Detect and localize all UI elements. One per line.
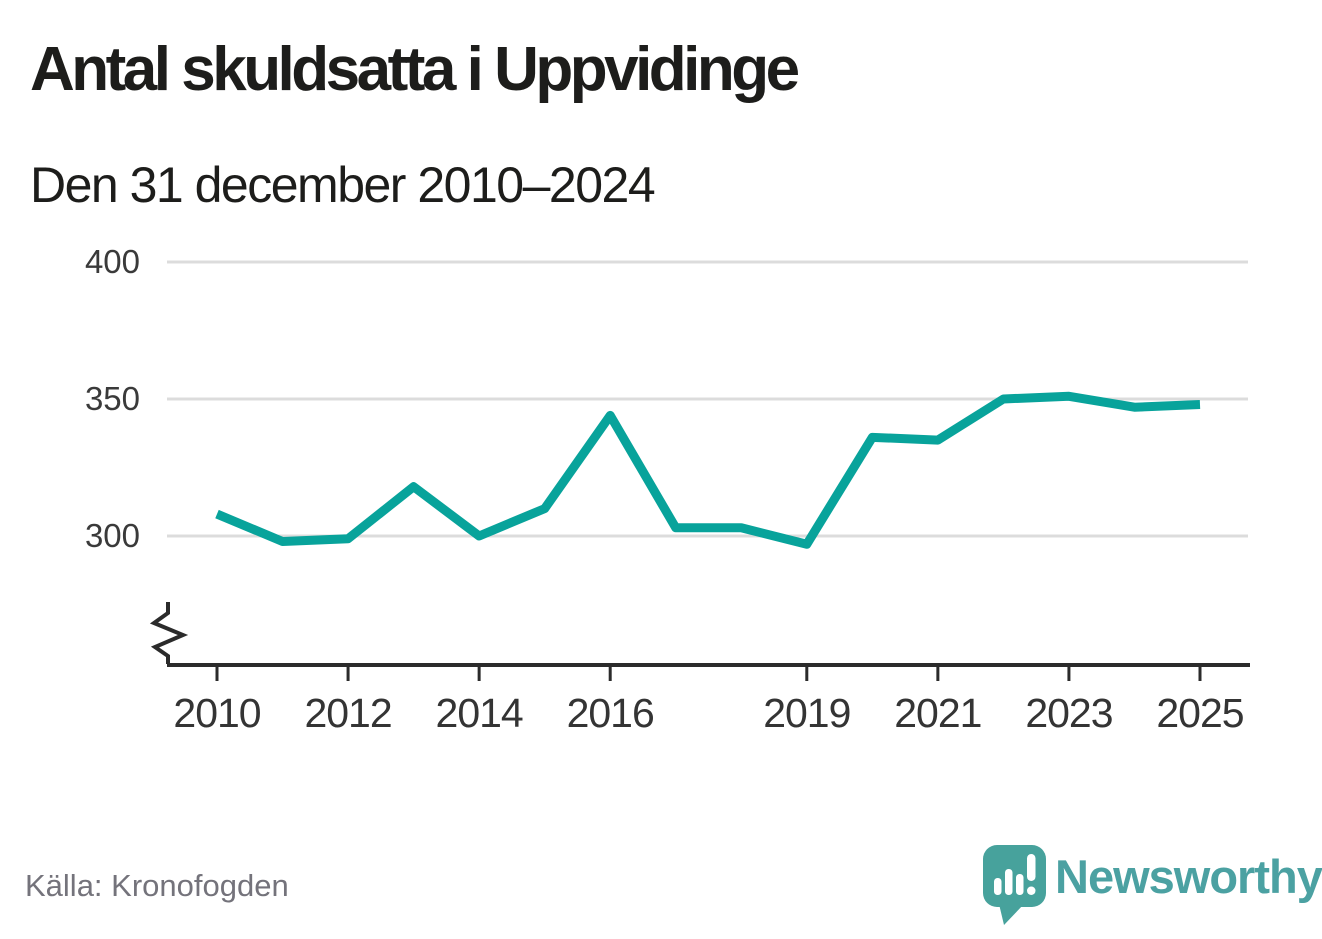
x-axis-label: 2014: [436, 690, 523, 736]
newsworthy-logo-icon: [983, 845, 1046, 925]
page-title: Antal skuldsatta i Uppvidinge: [30, 35, 800, 104]
y-axis-label: 300: [85, 517, 140, 554]
x-axis-label: 2010: [173, 690, 260, 736]
x-axis-label: 2019: [763, 690, 850, 736]
x-axis-label: 2023: [1025, 690, 1112, 736]
y-axis-label: 350: [85, 380, 140, 417]
brand-wordmark: Newsworthy: [1055, 850, 1322, 903]
x-axis-label: 2021: [894, 690, 981, 736]
y-axis-label: 400: [85, 243, 140, 280]
x-axis-label: 2016: [567, 690, 654, 736]
chart-subtitle: Den 31 december 2010–2024: [30, 157, 656, 213]
x-axis-label: 2025: [1156, 690, 1243, 736]
data-line: [215, 391, 1201, 549]
x-axis-label: 2012: [304, 690, 391, 736]
y-axis-break-icon: [149, 602, 189, 664]
source-text: Källa: Kronofogden: [25, 868, 289, 903]
